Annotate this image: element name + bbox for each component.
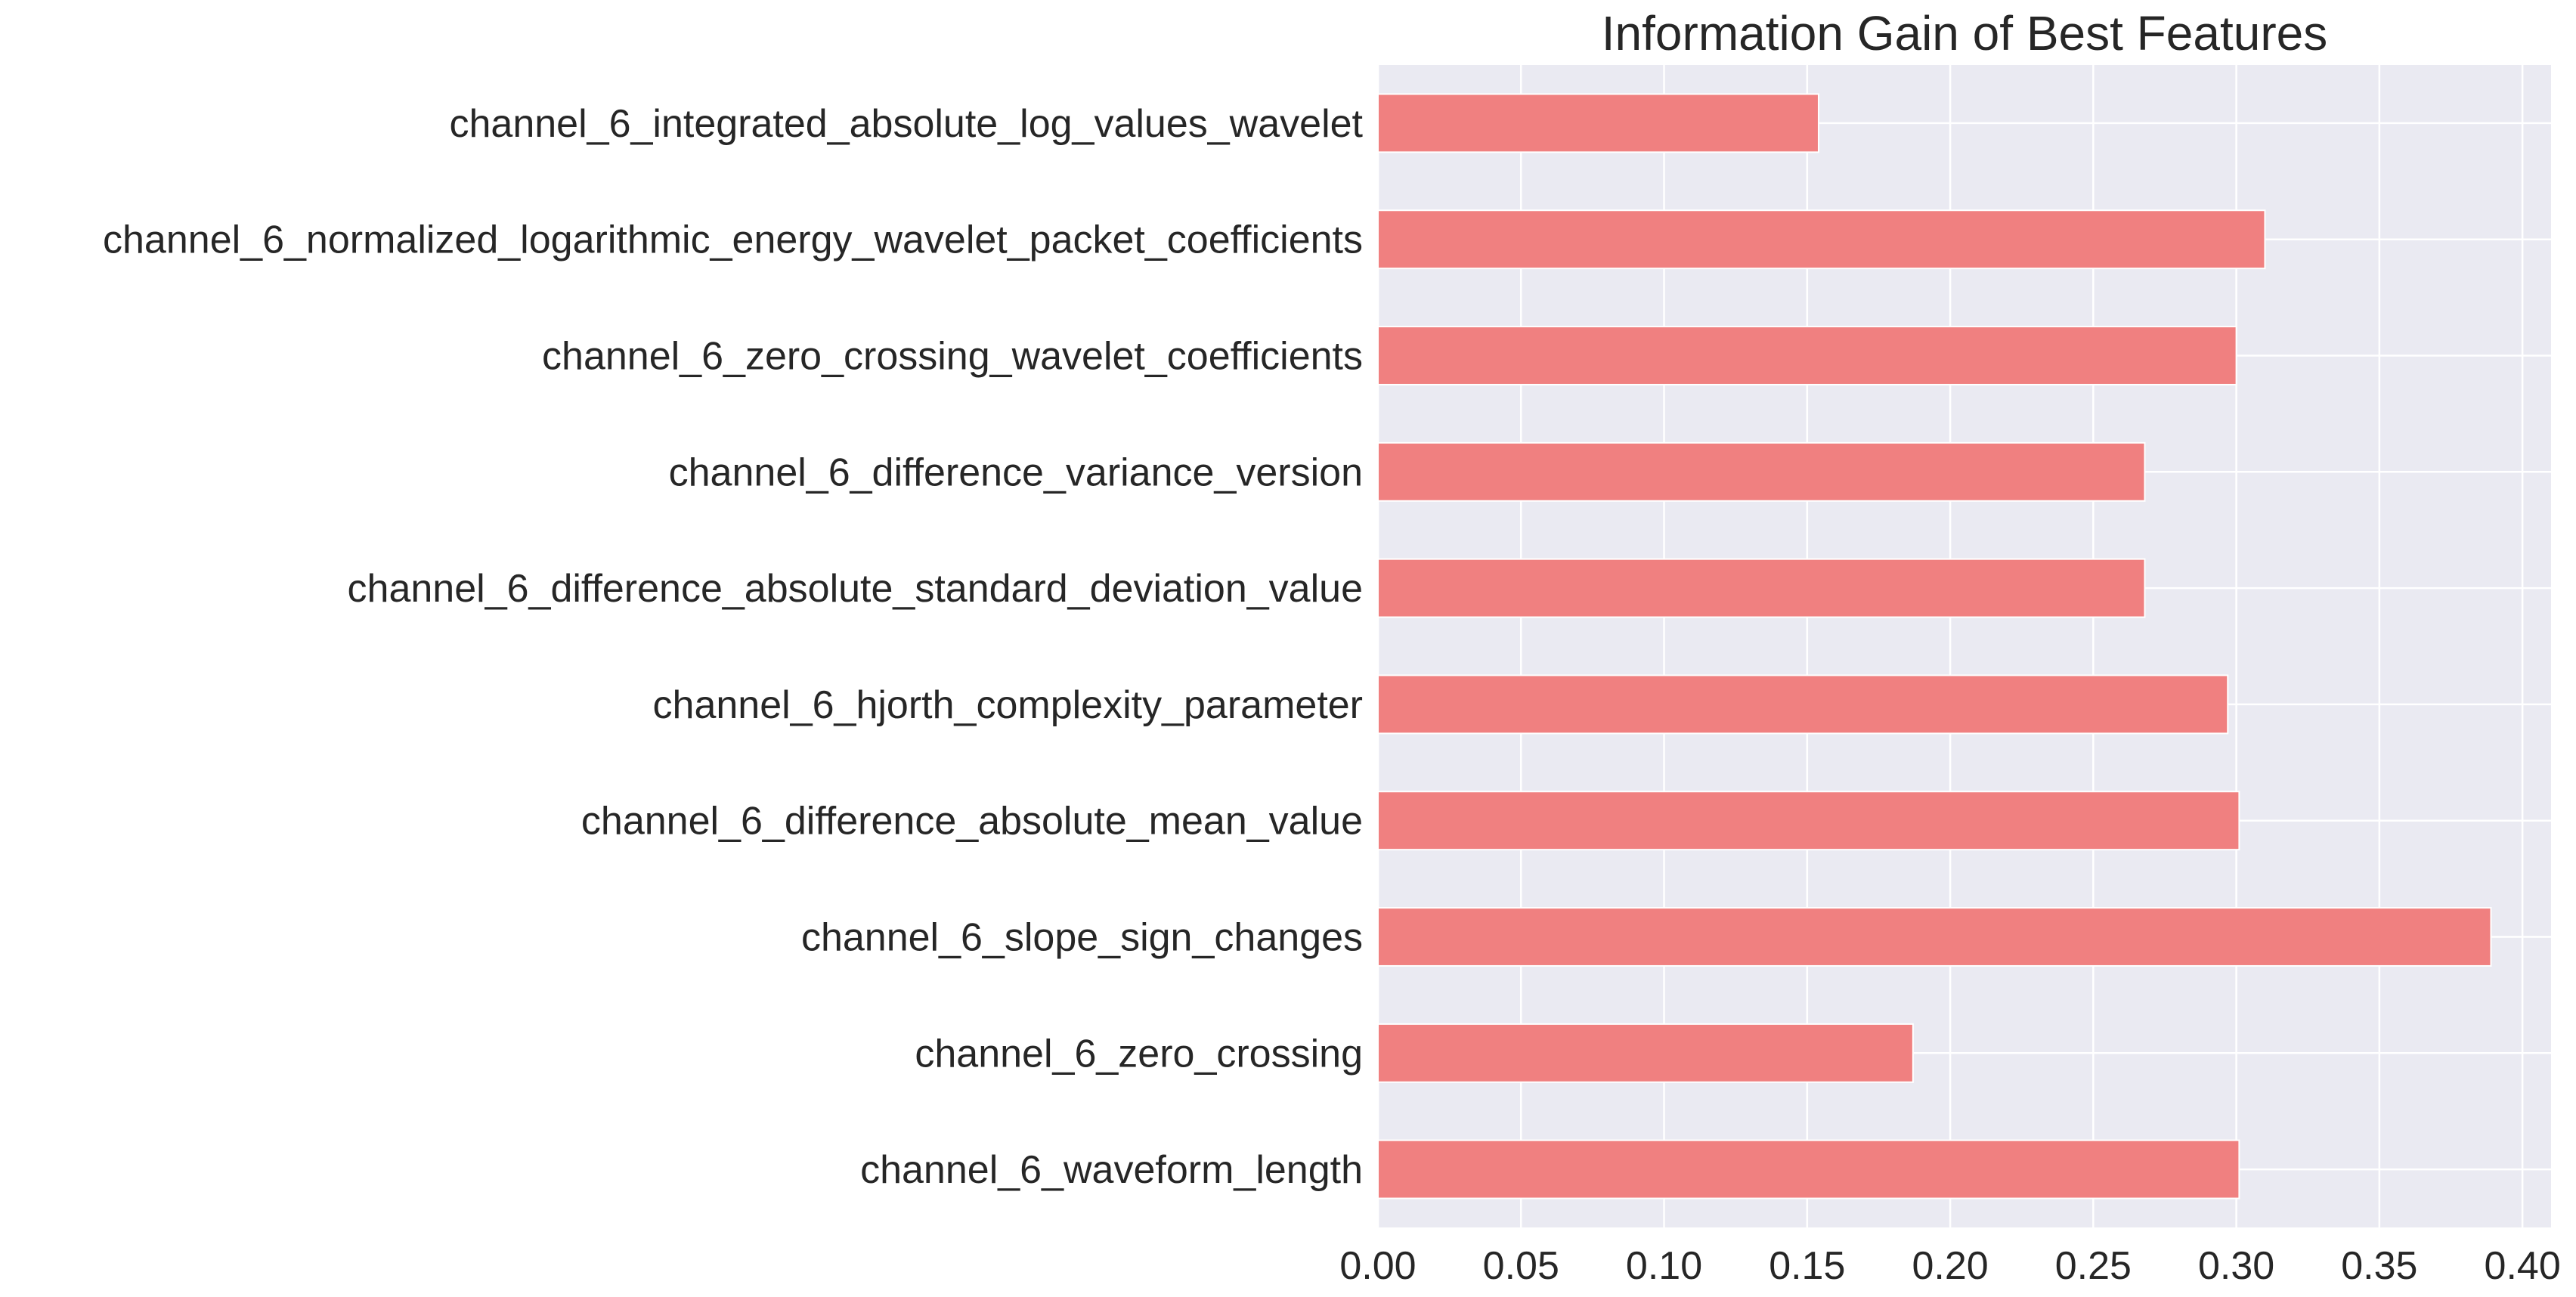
bar-channel-6-normalized-logarithmic-energy-wavelet-packet-coefficients <box>1377 209 2266 270</box>
bar-channel-6-difference-absolute-mean-value <box>1377 791 2240 851</box>
bar-channel-6-difference-absolute-standard-deviation-value <box>1377 558 2146 618</box>
chart-title: Information Gain of Best Features <box>1602 6 2327 60</box>
y-tick-label: channel_6_difference_absolute_standard_d… <box>348 567 1363 611</box>
x-tick-label: 0.05 <box>1483 1244 1559 1288</box>
y-tick-label: channel_6_slope_sign_changes <box>801 916 1363 960</box>
y-tick-labels: channel_6_waveform_length channel_6_zero_… <box>103 102 1364 1192</box>
x-tick-labels: 0.00 0.05 0.10 0.15 0.20 0.25 0.30 0.35 0.40 <box>1339 1244 2560 1288</box>
x-tick-label: 0.10 <box>1626 1244 1702 1288</box>
y-tick-label: channel_6_difference_variance_version <box>669 450 1363 494</box>
bars <box>1377 93 2492 1199</box>
bar-channel-6-zero-crossing <box>1377 1023 1914 1083</box>
y-tick-label: channel_6_integrated_absolute_log_values… <box>450 102 1364 146</box>
x-tick-label: 0.25 <box>2055 1244 2132 1288</box>
bar-channel-6-difference-variance-version <box>1377 441 2146 502</box>
y-tick-label: channel_6_difference_absolute_mean_value <box>581 800 1363 844</box>
bar-channel-6-hjorth-complexity-parameter <box>1377 674 2229 735</box>
x-tick-label: 0.30 <box>2198 1244 2274 1288</box>
x-tick-label: 0.20 <box>1912 1244 1988 1288</box>
y-tick-label: channel_6_waveform_length <box>860 1148 1363 1192</box>
y-tick-label: channel_6_zero_crossing_wavelet_coeffici… <box>542 335 1363 379</box>
y-tick-label: channel_6_zero_crossing <box>915 1032 1363 1076</box>
y-tick-label: channel_6_normalized_logarithmic_energy_… <box>103 218 1363 262</box>
y-tick-label: channel_6_hjorth_complexity_parameter <box>653 683 1363 727</box>
x-tick-label: 0.00 <box>1339 1244 1416 1288</box>
bar-channel-6-slope-sign-changes <box>1377 907 2492 967</box>
x-tick-label: 0.15 <box>1769 1244 1845 1288</box>
x-tick-label: 0.40 <box>2485 1244 2561 1288</box>
bar-channel-6-zero-crossing-wavelet-coefficients <box>1377 326 2237 385</box>
bar-channel-6-integrated-absolute-log-values-wavelet <box>1377 93 1819 153</box>
bar-channel-6-waveform-length <box>1377 1139 2240 1199</box>
x-tick-label: 0.35 <box>2341 1244 2417 1288</box>
